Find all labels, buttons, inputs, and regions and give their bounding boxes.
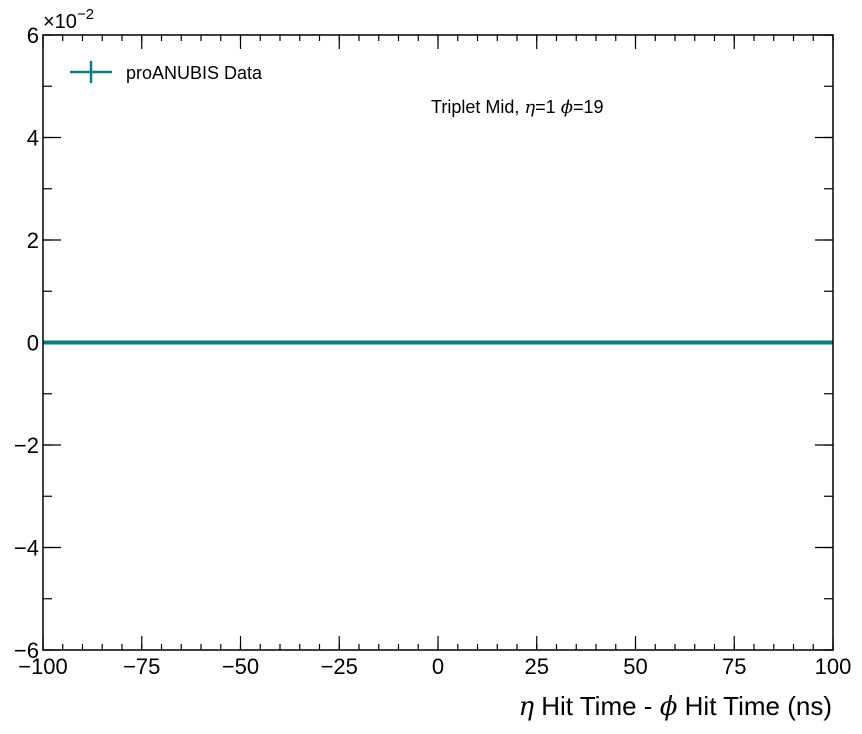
y-tick-label: 0 [27, 331, 39, 356]
x-tick-label: 75 [722, 654, 746, 679]
legend-label: proANUBIS Data [126, 63, 263, 83]
x-tick-label: −50 [222, 654, 259, 679]
y-tick-label: −4 [14, 536, 39, 561]
legend: proANUBIS Data [70, 61, 263, 83]
y-tick-label: 2 [27, 228, 39, 253]
x-tick-label: 0 [432, 654, 444, 679]
plot-frame [42, 34, 834, 651]
x-tick-label: 25 [525, 654, 549, 679]
y-tick-label: −2 [14, 433, 39, 458]
x-tick-label: −75 [123, 654, 160, 679]
y-tick-label: 4 [27, 126, 39, 151]
annotation-text: Triplet Mid, η=1 ϕ=19 [431, 97, 604, 118]
x-tick-label: 50 [623, 654, 647, 679]
y-tick-label: −6 [14, 638, 39, 663]
tick-labels-layer: −100 −75 −50 −25 0 25 50 75 100 −6 −4 −2 0 2 4 6 [14, 23, 851, 679]
y-offset-text: ×10−2 [43, 6, 94, 33]
x-tick-label: −100 [18, 654, 68, 679]
x-tick-label: 100 [815, 654, 852, 679]
y-tick-label: 6 [27, 23, 39, 48]
x-axis-label: η Hit Time - ϕ Hit Time (ns) [518, 691, 832, 722]
x-tick-label: −25 [321, 654, 358, 679]
